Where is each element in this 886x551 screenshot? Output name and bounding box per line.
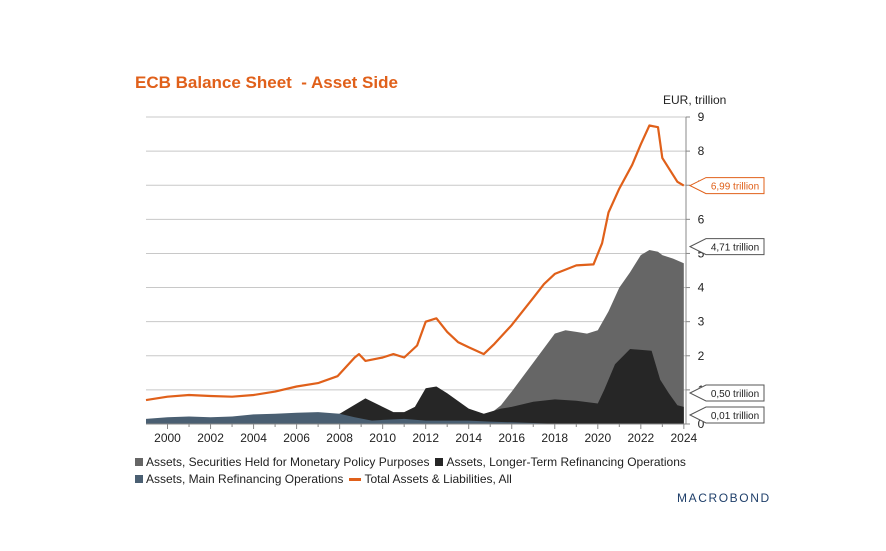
y-tick-label: 4 [698, 281, 705, 295]
legend-swatch-ltro [435, 458, 444, 466]
legend-row-2: Assets, Main Refinancing Operations Tota… [135, 472, 518, 486]
x-tick-label: 2014 [455, 431, 482, 445]
x-tick-label: 2006 [283, 431, 310, 445]
end-value-label: 0,01 trillion [711, 411, 759, 422]
legend-label-total: Total Assets & Liabilities, All [364, 472, 512, 486]
legend-label-ltro: Assets, Longer-Term Refinancing Operatio… [446, 455, 686, 469]
x-tick-label: 2002 [197, 431, 224, 445]
brand-logo: MACROBOND [677, 491, 771, 505]
legend-item-ltro: Assets, Longer-Term Refinancing Operatio… [435, 455, 686, 469]
x-tick-label: 2010 [369, 431, 396, 445]
end-value-callout [688, 238, 765, 256]
legend-label-mro: Assets, Main Refinancing Operations [146, 472, 344, 486]
legend-label-securities: Assets, Securities Held for Monetary Pol… [146, 455, 430, 469]
end-value-label: 4,71 trillion [711, 243, 759, 254]
legend-item-total: Total Assets & Liabilities, All [349, 472, 512, 486]
chart-title: ECB Balance Sheet - Asset Side [135, 73, 398, 92]
end-value-callout [688, 406, 765, 424]
x-tick-label: 2022 [627, 431, 654, 445]
legend-swatch-securities [135, 458, 143, 466]
x-tick-label: 2012 [412, 431, 439, 445]
y-axis-unit-label: EUR, trillion [663, 93, 727, 107]
y-tick-label: 9 [698, 110, 705, 124]
x-tick-label: 2016 [498, 431, 525, 445]
y-tick-label: 6 [698, 212, 705, 226]
x-tick-label: 2008 [326, 431, 353, 445]
y-tick-label: 5 [698, 246, 705, 260]
y-tick-label: 0 [698, 417, 705, 431]
y-tick-label: 3 [698, 315, 705, 329]
legend-row-1: Assets, Securities Held for Monetary Pol… [135, 455, 692, 469]
legend-item-mro: Assets, Main Refinancing Operations [135, 472, 343, 486]
end-value-label: 0,50 trillion [711, 389, 759, 400]
legend-item-securities: Assets, Securities Held for Monetary Pol… [135, 455, 429, 469]
x-tick-label: 2024 [670, 431, 697, 445]
legend-swatch-mro [135, 475, 143, 483]
y-tick-label: 2 [698, 349, 705, 363]
end-value-label: 6,99 trillion [711, 182, 759, 193]
x-tick-label: 2020 [584, 431, 611, 445]
x-tick-label: 2004 [240, 431, 267, 445]
area-series-mro [146, 412, 684, 424]
legend-swatch-total [349, 477, 362, 481]
end-value-callout [688, 384, 765, 402]
x-tick-label: 2000 [154, 431, 181, 445]
x-tick-label: 2018 [541, 431, 568, 445]
line-series-total [145, 124, 685, 402]
area-series-ltro [146, 349, 684, 424]
end-value-callout [688, 177, 765, 195]
y-tick-label: 8 [698, 144, 705, 158]
